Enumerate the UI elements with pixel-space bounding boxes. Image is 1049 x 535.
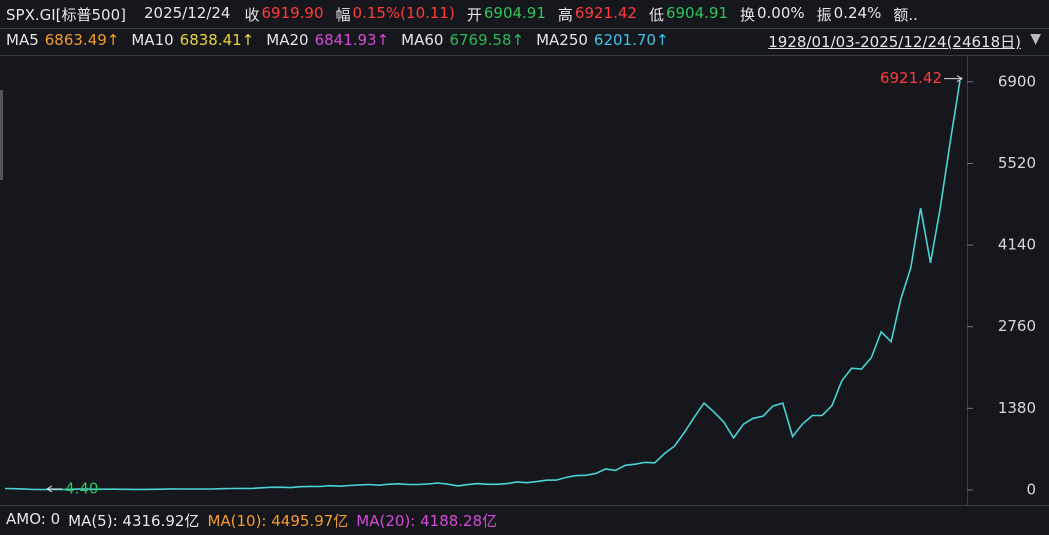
y-tick-label: 4140	[998, 236, 1036, 254]
ma-value: 6841.93↑	[314, 31, 390, 49]
price-line	[4, 80, 961, 491]
ma-label: MA60	[401, 31, 444, 49]
y-tick-label: 6900	[998, 72, 1036, 90]
field-label: 开	[466, 6, 482, 24]
side-handle	[0, 90, 3, 180]
field-label: 振	[816, 6, 832, 24]
volume-stat: MA(5): 4316.92亿	[68, 512, 200, 530]
field-value: 6921.42	[574, 4, 637, 22]
axis-divider	[967, 55, 968, 505]
ma-bar: MA5 6863.49↑ MA10 6838.41↑ MA20 6841.93↑ MA60 6…	[6, 31, 1046, 49]
max-label: 6921.42	[880, 69, 942, 87]
field-label: 高	[557, 6, 573, 24]
field-value: 0.15%(10.11)	[352, 4, 455, 22]
min-label: 4.40	[65, 479, 98, 497]
field-value: 0.24%	[833, 4, 882, 22]
field-label: 幅	[335, 6, 351, 24]
volume-stat: MA(10): 4495.97亿	[207, 512, 349, 530]
volume-bar: AMO: 0 MA(5): 4316.92亿 MA(10): 4495.97亿 MA(…	[6, 510, 505, 531]
divider	[0, 55, 1049, 56]
ma-label: MA250	[536, 31, 588, 49]
dropdown-icon[interactable]: ▼	[1030, 31, 1041, 47]
y-tick-label: 5520	[998, 154, 1036, 172]
ma-value: 6769.58↑	[449, 31, 525, 49]
ma-value: 6201.70↑	[593, 31, 669, 49]
field-label: 额..	[893, 6, 918, 24]
ma-label: MA20	[266, 31, 309, 49]
y-tick-label: 0	[1026, 480, 1036, 498]
divider	[0, 505, 1049, 506]
quote-header: SPX.GI[标普500] 2025/12/24 收 6919.90 幅 0.15%(…	[6, 4, 918, 25]
field-value: 0.00%	[757, 4, 805, 22]
symbol: SPX.GI[标普500]	[6, 6, 126, 24]
field-value: 6904.91	[483, 4, 546, 22]
date-range[interactable]: 1928/01/03-2025/12/24(24618日)	[768, 33, 1021, 51]
ma-value: 6863.49↑	[44, 31, 120, 49]
field-value: 6919.90	[261, 4, 324, 22]
divider	[0, 28, 1049, 29]
volume-stat: AMO: 0	[6, 510, 61, 528]
field-label: 低	[648, 6, 664, 24]
field-label: 收	[244, 6, 260, 24]
ma-label: MA10	[131, 31, 174, 49]
date: 2025/12/24	[144, 4, 231, 22]
field-label: 换	[739, 6, 755, 24]
max-arrow-head	[956, 75, 963, 83]
ma-value: 6838.41↑	[179, 31, 255, 49]
volume-stat: MA(20): 4188.28亿	[356, 512, 498, 530]
y-tick-label: 2760	[998, 317, 1036, 335]
ma-label: MA5	[6, 31, 39, 49]
y-tick-label: 1380	[998, 399, 1036, 417]
field-value: 6904.91	[665, 4, 728, 22]
